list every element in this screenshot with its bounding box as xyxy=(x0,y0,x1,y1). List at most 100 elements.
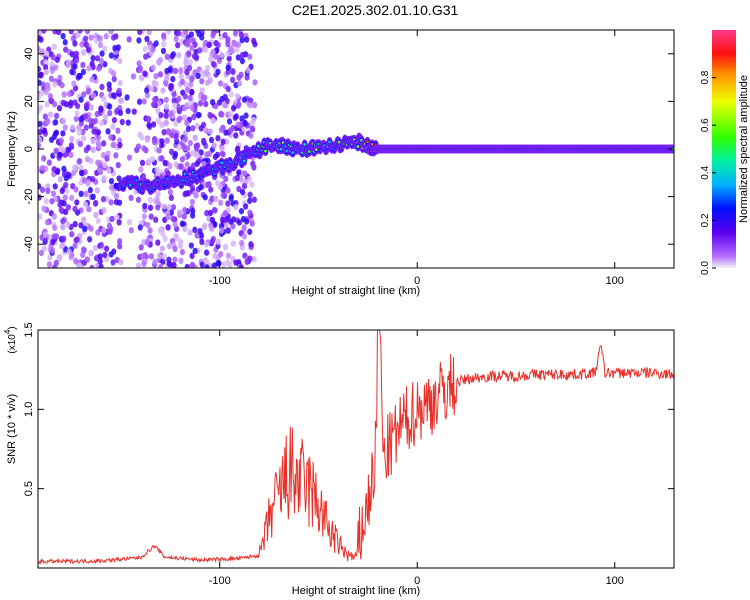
heatmap-noise-cell xyxy=(243,203,249,210)
heatmap-noise-cell xyxy=(153,72,159,80)
heatmap-noise-cell xyxy=(91,128,97,135)
heatmap-noise-cell xyxy=(182,225,188,233)
heatmap-noise-cell xyxy=(159,138,165,145)
heatmap-noise-cell xyxy=(109,30,115,35)
heatmap-noise-cell xyxy=(139,134,145,141)
heatmap-noise-cell xyxy=(249,181,255,188)
heatmap-noise-cell xyxy=(165,30,172,35)
heatmap-noise-cell xyxy=(107,109,113,117)
heatmap-noise-cell xyxy=(89,264,95,268)
heatmap-noise-cell xyxy=(233,132,239,139)
heatmap-noise-cell xyxy=(80,246,87,253)
heatmap-noise-cell xyxy=(156,252,163,260)
heatmap-noise-cell xyxy=(126,218,133,226)
heatmap-noise-cell xyxy=(194,160,200,167)
heatmap-noise-cell xyxy=(87,186,93,194)
heatmap-noise-cell xyxy=(181,213,187,220)
heatmap-noise-cell xyxy=(76,124,82,132)
heatmap-noise-cell xyxy=(43,68,49,76)
heatmap-noise-cell xyxy=(41,30,47,34)
heatmap-noise-cell xyxy=(161,129,167,136)
heatmap-noise-cell xyxy=(93,37,100,44)
heatmap-x-tick-label: 100 xyxy=(606,275,624,287)
heatmap-noise-cell xyxy=(236,169,242,176)
heatmap-noise-cell xyxy=(101,95,107,102)
heatmap-noise-cell xyxy=(176,51,182,59)
heatmap-noise-cell xyxy=(154,166,160,174)
heatmap-noise-cell xyxy=(239,188,246,196)
heatmap-noise-cell xyxy=(163,103,170,110)
heatmap-noise-cell xyxy=(38,104,44,111)
heatmap-noise-cell xyxy=(194,151,200,159)
heatmap-noise-cell xyxy=(126,36,132,43)
heatmap-noise-cell xyxy=(178,73,184,80)
heatmap-noise-cell xyxy=(224,216,230,223)
heatmap-noise-cell xyxy=(147,204,154,211)
heatmap-noise-cell xyxy=(95,129,101,136)
heatmap-noise-cell xyxy=(88,104,94,111)
heatmap-noise-cell xyxy=(59,242,65,250)
heatmap-noise-cell xyxy=(108,177,115,185)
heatmap-noise-cell xyxy=(68,30,74,35)
heatmap-noise-cell xyxy=(236,185,242,193)
heatmap-noise-cell xyxy=(248,132,254,139)
heatmap-noise-cell xyxy=(76,129,82,136)
heatmap-noise-cell xyxy=(228,110,234,118)
heatmap-noise-cell xyxy=(140,252,146,260)
heatmap-noise-cell xyxy=(89,76,95,83)
snr-x-tick-label: -100 xyxy=(209,575,231,587)
snr-y-axis-label: SNR (10 * v/v) xyxy=(6,394,18,464)
heatmap-noise-cell xyxy=(136,98,143,105)
heatmap-noise-cell xyxy=(247,228,253,235)
heatmap-noise-cell xyxy=(192,134,198,142)
heatmap-noise-cell xyxy=(145,116,151,123)
colorbar-axes: 0.0 0.2 0.4 0.6 0.8 xyxy=(700,70,716,275)
heatmap-noise-cell xyxy=(111,92,117,99)
heatmap-noise-cell xyxy=(74,236,80,243)
colorbar-tick-label: 0.0 xyxy=(700,261,711,275)
heatmap-noise-cell xyxy=(179,156,185,163)
heatmap-noise-cell xyxy=(107,228,113,235)
heatmap-noise-cell xyxy=(160,47,167,55)
heatmap-noise-cell xyxy=(135,196,142,204)
heatmap-noise-cell xyxy=(163,119,169,127)
heatmap-noise-cell xyxy=(41,155,47,162)
heatmap-noise-cell xyxy=(172,150,179,158)
heatmap-noise-cell xyxy=(50,238,56,246)
heatmap-noise-cell xyxy=(96,65,102,72)
heatmap-noise-cell xyxy=(69,194,75,202)
heatmap-noise-cell xyxy=(222,101,228,109)
heatmap-noise-cell xyxy=(51,233,57,240)
heatmap-noise-cell xyxy=(173,232,179,239)
heatmap-noise-cell xyxy=(38,213,43,220)
heatmap-noise-cell xyxy=(74,110,80,117)
snr-scale-label: (x104) xyxy=(3,326,18,353)
heatmap-noise-cell xyxy=(94,187,100,194)
colorbar-tick-label: 0.2 xyxy=(700,213,711,227)
heatmap-noise-cell xyxy=(88,34,94,41)
heatmap-noise-cell xyxy=(202,194,208,201)
heatmap-noise-cell xyxy=(143,53,149,60)
heatmap-noise-cell xyxy=(38,183,42,190)
heatmap-noise-cell xyxy=(88,117,94,125)
heatmap-noise-cell xyxy=(222,210,228,217)
heatmap-noise-cell xyxy=(104,245,110,252)
heatmap-noise-cell xyxy=(106,81,112,88)
heatmap-noise-cell xyxy=(49,67,55,75)
heatmap-noise-cell xyxy=(108,52,114,59)
heatmap-noise-cell xyxy=(230,76,236,84)
heatmap-noise-cell xyxy=(234,46,240,53)
heatmap-noise-cell xyxy=(53,259,59,267)
heatmap-noise-cell xyxy=(219,111,225,118)
heatmap-noise-cell xyxy=(62,39,68,46)
heatmap-noise-cell xyxy=(236,219,242,226)
heatmap-noise-cell xyxy=(102,162,108,169)
heatmap-noise-cell xyxy=(152,258,158,265)
heatmap-noise-cell xyxy=(142,45,148,53)
heatmap-noise-cell xyxy=(57,176,63,183)
heatmap-noise-cell xyxy=(183,59,189,66)
heatmap-noise-cell xyxy=(55,30,62,36)
heatmap-noise-cell xyxy=(50,54,56,61)
heatmap-noise-cell xyxy=(171,262,177,268)
heatmap-noise-cell xyxy=(204,181,210,189)
